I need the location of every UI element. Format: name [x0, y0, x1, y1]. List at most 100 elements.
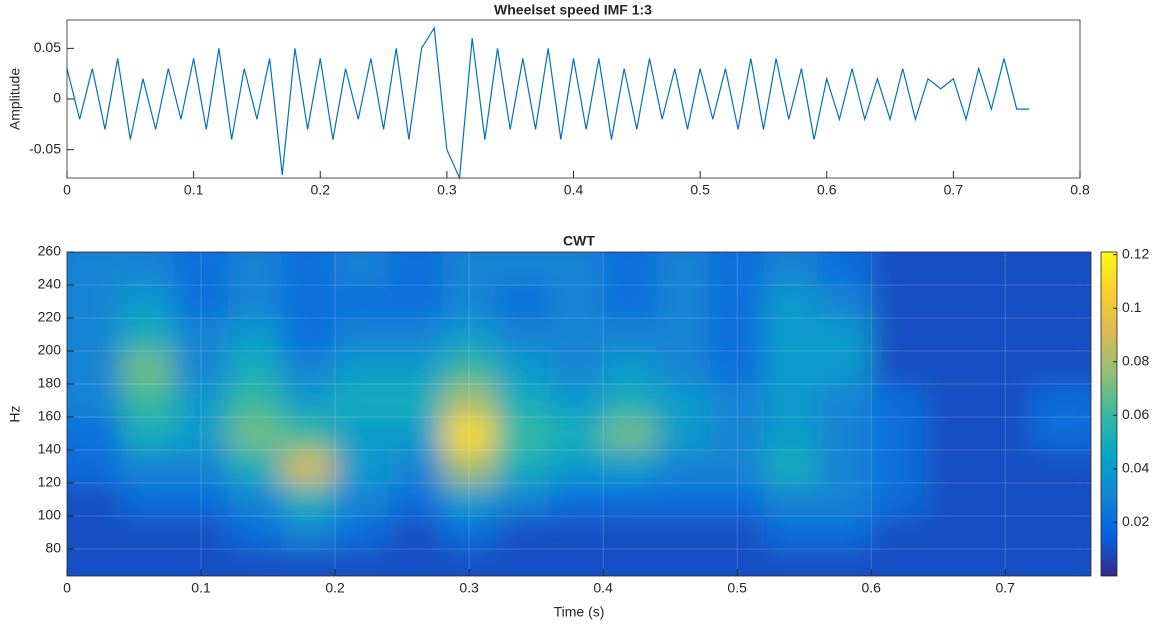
heatmap-cell — [442, 416, 497, 451]
heatmap-cell — [924, 350, 980, 385]
heatmap-cell — [335, 548, 390, 576]
colorbar-tick-label: 0.1 — [1122, 299, 1142, 315]
x-tick-label: 0.4 — [564, 182, 584, 198]
heatmap-cell — [120, 548, 176, 576]
heatmap-cell — [120, 383, 176, 418]
heatmap-cell — [656, 449, 712, 484]
x-tick-label: 0.1 — [191, 580, 211, 596]
heatmap-cell — [763, 482, 819, 517]
heatmap-cell — [335, 252, 390, 286]
heatmap-cell — [174, 449, 229, 484]
heatmap-cell — [227, 252, 283, 286]
heatmap-cell — [978, 317, 1034, 352]
heatmap-cell — [174, 416, 229, 451]
heatmap-cell — [281, 350, 337, 385]
x-tick-label: 0.3 — [437, 182, 457, 198]
heatmap-cell — [978, 252, 1034, 286]
heatmap-cell — [978, 284, 1034, 319]
heatmap-cell — [710, 252, 765, 286]
x-tick-label: 0 — [63, 182, 71, 198]
heatmap-cell — [227, 515, 283, 550]
heatmap-cell — [871, 482, 926, 517]
heatmap-cell — [1032, 350, 1091, 385]
heatmap-cell — [978, 482, 1034, 517]
y-tick-label: -0.05 — [29, 140, 61, 156]
heatmap-cell — [442, 252, 497, 286]
heatmap-cell — [227, 416, 283, 451]
heatmap-cell — [978, 383, 1034, 418]
y-tick-label: 140 — [38, 441, 62, 457]
heatmap-cell — [549, 383, 605, 418]
x-tick-label: 0.6 — [861, 580, 881, 596]
heatmap-cell — [924, 284, 980, 319]
y-tick-label: 200 — [38, 342, 62, 358]
heatmap-cell — [442, 449, 497, 484]
heatmap-cell — [281, 416, 337, 451]
heatmap-cell — [335, 350, 390, 385]
heatmap-cell — [174, 482, 229, 517]
y-tick-label: 180 — [38, 375, 62, 391]
x-tick-label: 0.1 — [184, 182, 204, 198]
heatmap-cell — [817, 350, 873, 385]
heatmap-cell — [120, 350, 176, 385]
colorbar-tick-label: 0.12 — [1122, 245, 1149, 261]
heatmap-cell — [120, 482, 176, 517]
heatmap-cell — [67, 548, 122, 576]
heatmap-cell — [924, 515, 980, 550]
heatmap-cell — [495, 383, 551, 418]
heatmap-cell — [656, 515, 712, 550]
heatmap-cell — [817, 416, 873, 451]
heatmap-cell — [978, 548, 1034, 576]
x-tick-label: 0.4 — [593, 580, 613, 596]
colorbar-tick-label: 0.04 — [1122, 460, 1149, 476]
heatmap-cell — [281, 284, 337, 319]
heatmap-cell — [388, 482, 444, 517]
heatmap-cell — [388, 515, 444, 550]
x-tick-label: 0.2 — [325, 580, 345, 596]
heatmap-cell — [495, 252, 551, 286]
heatmap-cell — [1032, 383, 1091, 418]
heatmap-cell — [388, 284, 444, 319]
heatmap-cell — [603, 317, 658, 352]
heatmap-cell — [924, 252, 980, 286]
heatmap-clip — [67, 252, 1091, 576]
heatmap-cell — [335, 383, 390, 418]
heatmap-cell — [763, 416, 819, 451]
heatmap-cell — [67, 350, 122, 385]
heatmap-cell — [656, 416, 712, 451]
heatmap-cell — [67, 317, 122, 352]
heatmap-cell — [67, 416, 122, 451]
heatmap-cell — [388, 416, 444, 451]
heatmap-cell — [495, 449, 551, 484]
heatmap-cell — [281, 317, 337, 352]
heatmap-cell — [763, 317, 819, 352]
x-axis-label: Time (s) — [554, 604, 605, 620]
heatmap-cell — [120, 416, 176, 451]
heatmap-cell — [442, 515, 497, 550]
heatmap-cell — [924, 416, 980, 451]
heatmap-cell — [603, 515, 658, 550]
heatmap-cell — [388, 449, 444, 484]
y-axis-label: Hz — [7, 405, 23, 422]
heatmap-cell — [1032, 515, 1091, 550]
heatmap-cell — [871, 383, 926, 418]
heatmap-cell — [763, 284, 819, 319]
heatmap-cell — [227, 449, 283, 484]
heatmap-cell — [335, 284, 390, 319]
heatmap-cell — [335, 317, 390, 352]
heatmap-cell — [763, 515, 819, 550]
heatmap-cell — [335, 449, 390, 484]
heatmap-cell — [871, 515, 926, 550]
chart-title: CWT — [563, 233, 595, 249]
colorbar-tick-label: 0.02 — [1122, 513, 1149, 529]
heatmap-cell — [603, 416, 658, 451]
heatmap-cell — [871, 317, 926, 352]
heatmap-cell — [710, 449, 765, 484]
heatmap-cell — [67, 482, 122, 517]
heatmap-cell — [1032, 317, 1091, 352]
heatmap-cell — [335, 515, 390, 550]
heatmap-cell — [335, 482, 390, 517]
heatmap-cell — [281, 548, 337, 576]
heatmap-cell — [281, 383, 337, 418]
